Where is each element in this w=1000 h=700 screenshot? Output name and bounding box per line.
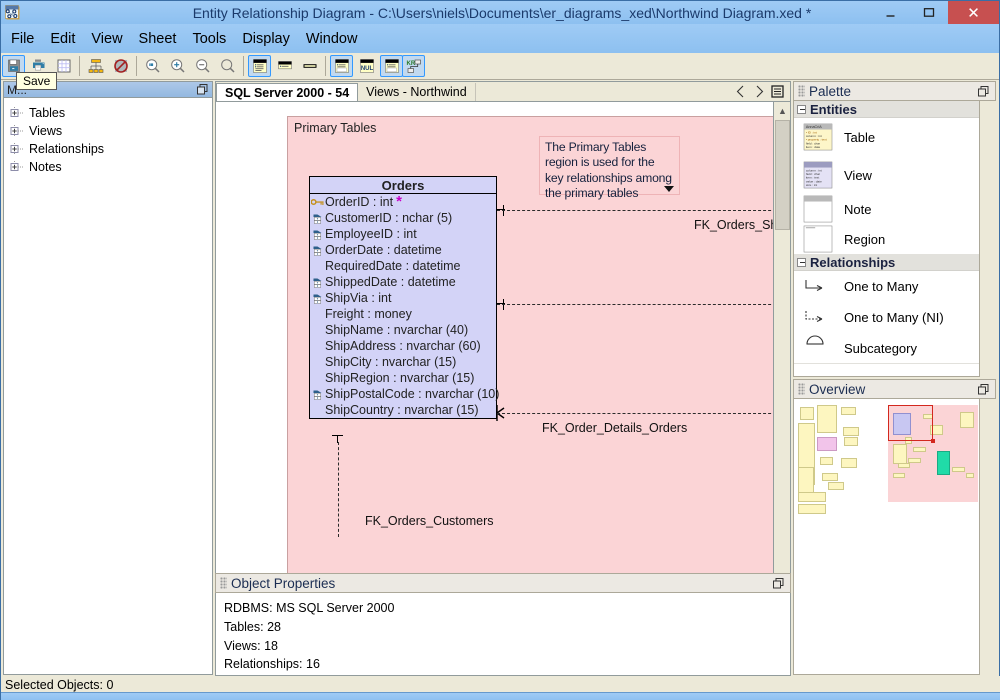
svg-text:item : date: item : date <box>806 145 821 149</box>
svg-text:NUL: NUL <box>360 66 373 72</box>
svg-text:AnnaCriA: AnnaCriA <box>806 125 822 129</box>
svg-text:size : int: size : int <box>806 183 817 187</box>
svg-text:KR: KR <box>406 61 415 67</box>
